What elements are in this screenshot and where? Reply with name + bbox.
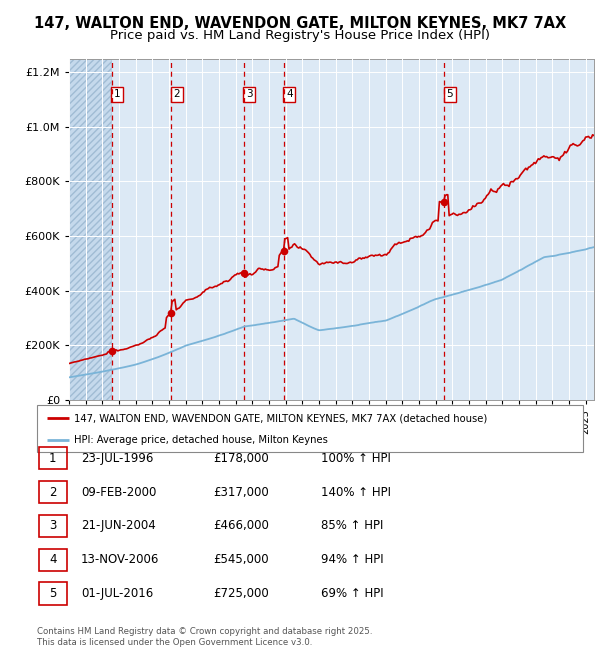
Text: £466,000: £466,000: [213, 519, 269, 532]
Text: 1: 1: [49, 452, 56, 465]
Text: 4: 4: [286, 89, 293, 99]
Text: 13-NOV-2006: 13-NOV-2006: [81, 553, 160, 566]
Text: 5: 5: [49, 587, 56, 600]
Text: 100% ↑ HPI: 100% ↑ HPI: [321, 452, 391, 465]
Text: 69% ↑ HPI: 69% ↑ HPI: [321, 587, 383, 600]
Text: 94% ↑ HPI: 94% ↑ HPI: [321, 553, 383, 566]
Text: 09-FEB-2000: 09-FEB-2000: [81, 486, 157, 499]
Text: 147, WALTON END, WAVENDON GATE, MILTON KEYNES, MK7 7AX (detached house): 147, WALTON END, WAVENDON GATE, MILTON K…: [74, 413, 488, 423]
Text: 2: 2: [49, 486, 56, 499]
Text: £178,000: £178,000: [213, 452, 269, 465]
Text: Price paid vs. HM Land Registry's House Price Index (HPI): Price paid vs. HM Land Registry's House …: [110, 29, 490, 42]
Text: HPI: Average price, detached house, Milton Keynes: HPI: Average price, detached house, Milt…: [74, 435, 328, 445]
Bar: [69, 58, 112, 400]
Text: 21-JUN-2004: 21-JUN-2004: [81, 519, 156, 532]
Text: 85% ↑ HPI: 85% ↑ HPI: [321, 519, 383, 532]
Text: £545,000: £545,000: [213, 553, 269, 566]
Text: 147, WALTON END, WAVENDON GATE, MILTON KEYNES, MK7 7AX: 147, WALTON END, WAVENDON GATE, MILTON K…: [34, 16, 566, 31]
Text: 5: 5: [446, 89, 453, 99]
Text: £725,000: £725,000: [213, 587, 269, 600]
Text: 4: 4: [49, 553, 56, 566]
Text: Contains HM Land Registry data © Crown copyright and database right 2025.
This d: Contains HM Land Registry data © Crown c…: [37, 627, 373, 647]
Text: 1: 1: [114, 89, 121, 99]
Text: 23-JUL-1996: 23-JUL-1996: [81, 452, 154, 465]
Text: £317,000: £317,000: [213, 486, 269, 499]
Text: 01-JUL-2016: 01-JUL-2016: [81, 587, 153, 600]
Bar: [69, 58, 112, 400]
Text: 2: 2: [173, 89, 180, 99]
Text: 140% ↑ HPI: 140% ↑ HPI: [321, 486, 391, 499]
Text: 3: 3: [49, 519, 56, 532]
Text: 3: 3: [246, 89, 253, 99]
